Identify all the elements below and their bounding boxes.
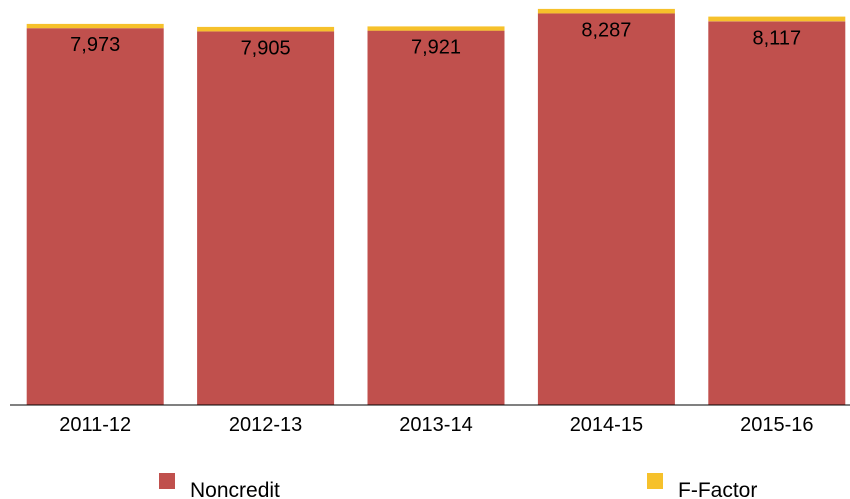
- bar-noncredit-2015-16: [708, 21, 846, 406]
- legend-swatch-f-factor: [647, 473, 663, 489]
- x-tick-label-2012-13: 2012-13: [229, 414, 302, 436]
- bar-f-factor-2015-16: [708, 16, 846, 22]
- data-label-2015-16: 8,117: [753, 27, 802, 49]
- bar-noncredit-2014-15: [537, 13, 675, 406]
- bar-noncredit-2012-13: [197, 31, 335, 406]
- legend-swatch-noncredit: [159, 473, 175, 489]
- bars-group: [26, 8, 846, 406]
- data-label-2011-12: 7,973: [70, 34, 120, 56]
- bar-f-factor-2014-15: [537, 8, 675, 14]
- x-tick-labels-group: 2011-12 2012-13 2013-14 2014-15 2015-16: [59, 414, 813, 436]
- x-tick-label-2015-16: 2015-16: [740, 414, 813, 436]
- bar-noncredit-2011-12: [26, 28, 164, 405]
- bar-noncredit-2013-14: [367, 30, 505, 405]
- data-label-2014-15: 8,287: [581, 19, 631, 41]
- x-tick-label-2011-12: 2011-12: [59, 414, 131, 436]
- data-label-2013-14: 7,921: [411, 37, 461, 59]
- bar-f-factor-2013-14: [367, 26, 505, 31]
- legend-label-f-factor: F-Factor: [678, 479, 757, 499]
- value-labels-group: 7,973 7,905 7,921 8,287 8,117: [70, 19, 801, 59]
- legend-label-noncredit: Noncredit: [190, 479, 280, 499]
- x-tick-label-2014-15: 2014-15: [570, 414, 643, 436]
- x-tick-label-2013-14: 2013-14: [399, 414, 472, 436]
- bar-f-factor-2012-13: [197, 26, 335, 32]
- bar-f-factor-2011-12: [26, 23, 164, 29]
- data-label-2012-13: 7,905: [241, 37, 291, 59]
- legend: Noncredit F-Factor: [159, 473, 757, 499]
